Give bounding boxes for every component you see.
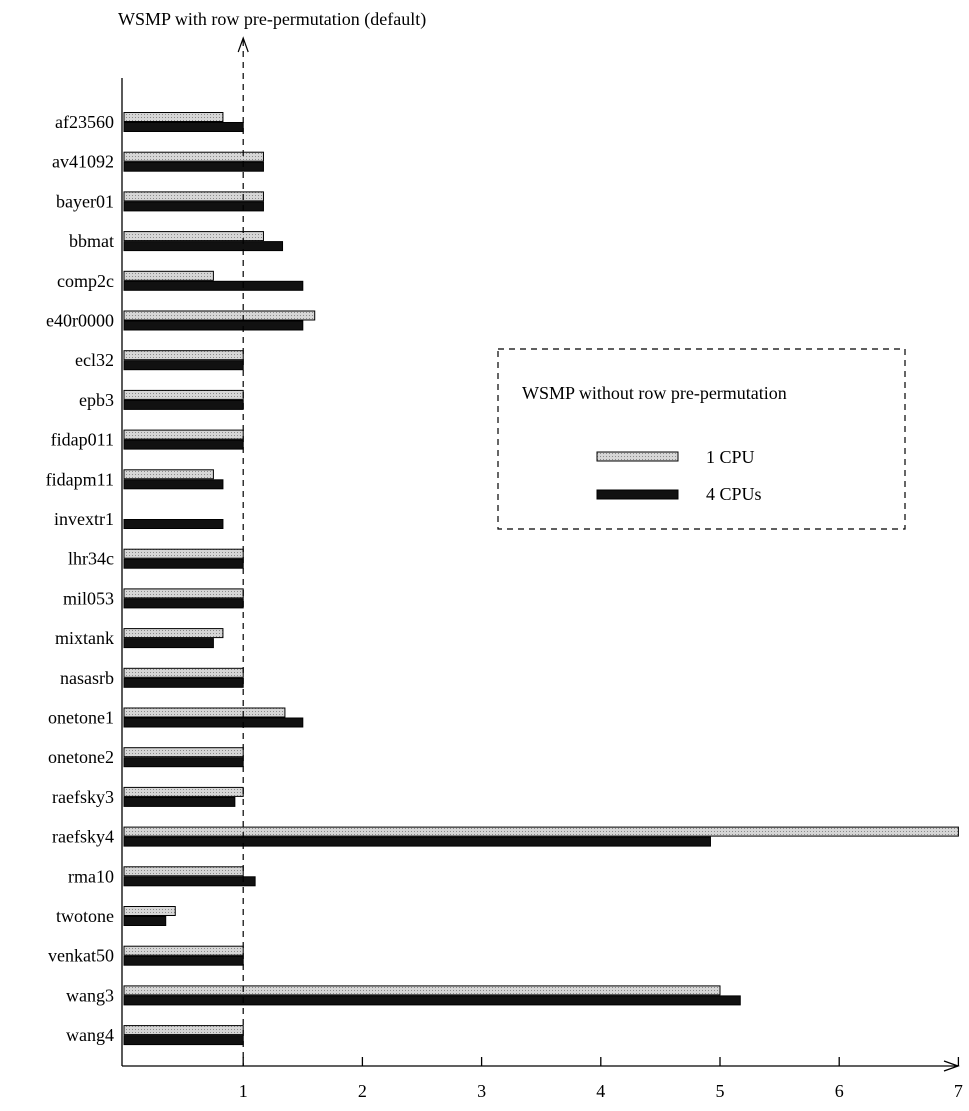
bar-4cpus — [123, 955, 244, 966]
bar-4cpus — [123, 916, 167, 926]
bar-4cpus — [123, 1035, 244, 1046]
category-label: rma10 — [68, 866, 114, 886]
x-tick-label: 6 — [835, 1081, 844, 1101]
bar-4cpus — [123, 122, 244, 132]
bar-1cpu — [123, 469, 214, 480]
bar-1cpu — [123, 866, 244, 877]
bar-1cpu — [123, 270, 214, 281]
bar-1cpu — [123, 667, 244, 678]
legend-label-1cpu: 1 CPU — [706, 447, 755, 467]
bar-1cpu — [123, 945, 244, 956]
bar-4cpus — [123, 201, 264, 212]
x-tick-label: 4 — [596, 1081, 605, 1101]
reference-arrowhead — [237, 36, 249, 53]
bar-4cpus — [123, 519, 224, 529]
bar-4cpus — [123, 757, 244, 768]
bar-4cpus — [123, 360, 244, 371]
reference-line-group — [237, 36, 249, 1066]
legend-swatch-1cpu — [596, 451, 679, 462]
bar-1cpu — [123, 548, 244, 559]
x-tick-label: 5 — [716, 1081, 725, 1101]
category-label: epb3 — [79, 390, 114, 410]
category-label: wang4 — [66, 1025, 114, 1045]
bar-1cpu — [123, 906, 176, 916]
bar-1cpu — [123, 310, 316, 321]
bar-4cpus — [123, 558, 244, 569]
category-label: mil053 — [63, 588, 114, 608]
category-label: raefsky3 — [52, 787, 114, 807]
category-label: wang3 — [66, 985, 114, 1005]
category-label: lhr34c — [68, 549, 114, 569]
bar-1cpu — [123, 628, 224, 639]
category-label: ecl32 — [75, 350, 114, 370]
bar-1cpu — [123, 747, 244, 758]
category-label: fidapm11 — [46, 469, 114, 489]
bar-1cpu — [123, 786, 244, 797]
bar-1cpu — [123, 191, 264, 202]
bar-4cpus — [123, 836, 711, 847]
bar-1cpu — [123, 826, 959, 837]
bar-4cpus — [123, 241, 284, 252]
legend: WSMP without row pre-permutation 1 CPU 4… — [497, 348, 906, 530]
category-label: av41092 — [52, 152, 114, 172]
bar-1cpu — [123, 112, 224, 122]
bar-4cpus — [123, 280, 304, 291]
category-label: onetone1 — [48, 708, 114, 728]
category-label: mixtank — [55, 628, 114, 648]
bar-1cpu — [123, 429, 244, 440]
category-label: bayer01 — [56, 191, 114, 211]
category-label: fidap011 — [51, 430, 114, 450]
category-label: invextr1 — [54, 509, 114, 529]
x-tick-label: 1 — [239, 1081, 248, 1101]
category-label: raefsky4 — [52, 827, 114, 847]
category-label: comp2c — [57, 271, 114, 291]
category-label: nasasrb — [60, 668, 114, 688]
bar-4cpus — [123, 479, 224, 490]
chart-title: WSMP with row pre-permutation (default) — [118, 9, 426, 30]
legend-label-4cpus: 4 CPUs — [706, 484, 762, 504]
bar-4cpus — [123, 598, 244, 609]
x-tick-label: 2 — [358, 1081, 367, 1101]
bar-1cpu — [123, 985, 721, 996]
legend-box — [497, 348, 906, 530]
bar-4cpus — [123, 399, 244, 410]
bar-1cpu — [123, 231, 264, 242]
bar-4cpus — [123, 439, 244, 450]
x-tick-label: 7 — [954, 1081, 963, 1101]
bar-4cpus — [123, 717, 304, 728]
bar-4cpus — [123, 677, 244, 688]
legend-title: WSMP without row pre-permutation — [522, 383, 787, 403]
bar-4cpus — [123, 320, 304, 331]
bar-4cpus — [123, 876, 256, 887]
legend-swatch-4cpus — [596, 489, 679, 500]
x-axis: 1 2 3 4 5 6 7 — [121, 78, 963, 1101]
bar-4cpus — [123, 995, 741, 1006]
bar-4cpus — [123, 638, 214, 649]
bar-4cpus — [123, 796, 236, 807]
bar-1cpu — [123, 151, 264, 162]
bars-group — [123, 112, 959, 1046]
category-label: af23560 — [55, 112, 114, 132]
category-label: bbmat — [69, 231, 114, 251]
bar-1cpu — [123, 588, 244, 599]
bar-1cpu — [123, 707, 286, 718]
x-tick-label: 3 — [477, 1081, 486, 1101]
bar-4cpus — [123, 161, 264, 172]
bar-1cpu — [123, 350, 244, 361]
category-label: onetone2 — [48, 747, 114, 767]
category-labels: af23560 av41092 bayer01 bbmat comp2c e40r0000… — [46, 112, 114, 1045]
category-label: venkat50 — [48, 946, 114, 966]
category-label: twotone — [56, 906, 114, 926]
bar-1cpu — [123, 1025, 244, 1036]
bar-1cpu — [123, 389, 244, 400]
category-label: e40r0000 — [46, 311, 114, 331]
